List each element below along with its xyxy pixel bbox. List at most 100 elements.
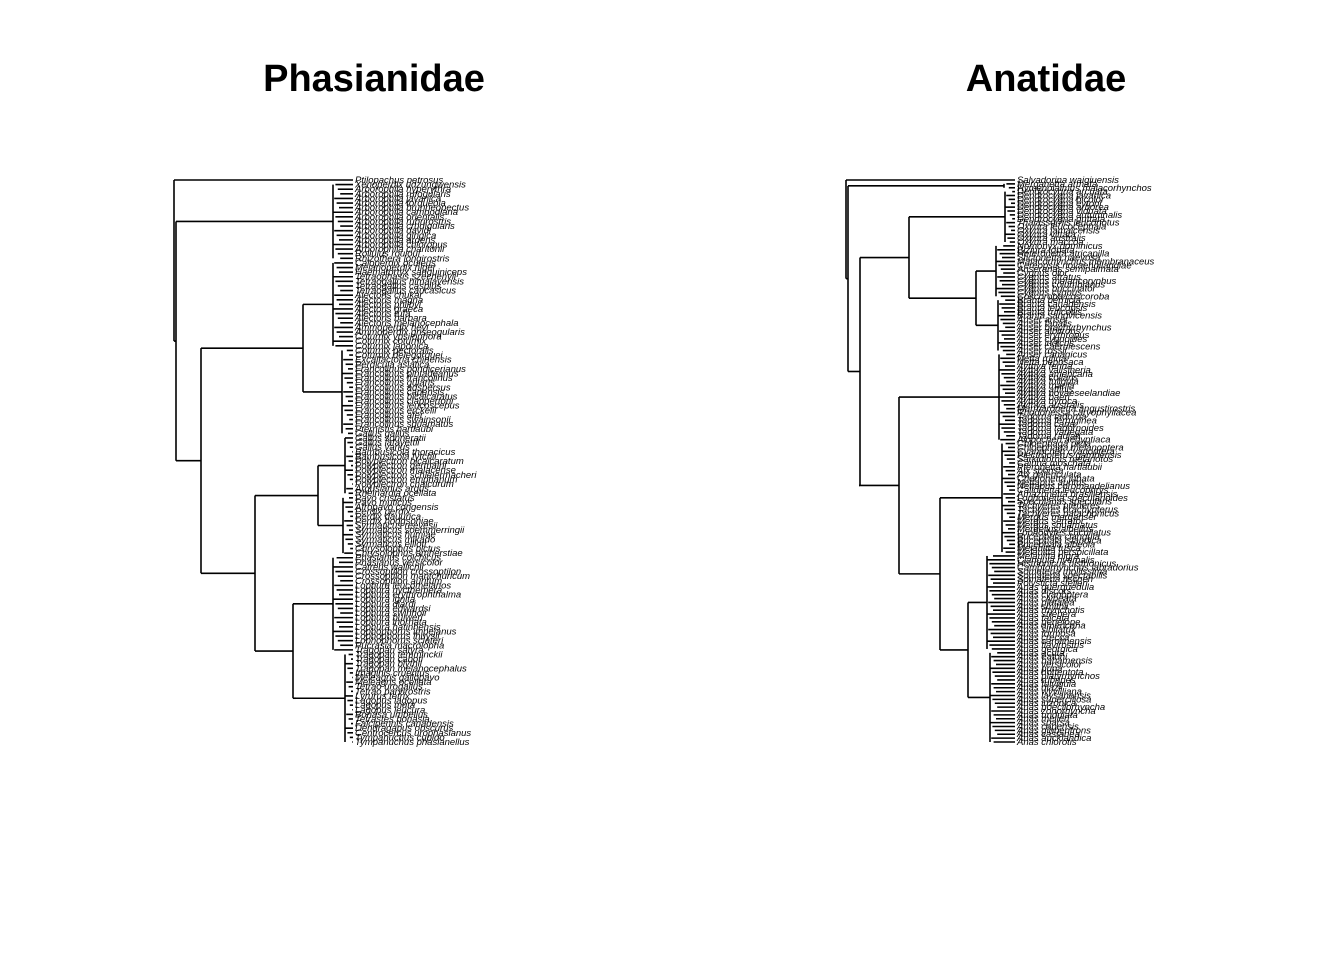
tip-label: Francolinus bicalcaratus bbox=[355, 392, 458, 403]
tip-label: Caloperdix oculeus bbox=[355, 258, 436, 269]
tip-label: Aythya baeri bbox=[1016, 392, 1071, 403]
tip-label: Syrmaticus mikado bbox=[355, 534, 435, 545]
tip-label: Lophura bulweri bbox=[355, 613, 423, 624]
tip-label: Sarkidiornis melanotos bbox=[1017, 454, 1113, 465]
tip-label: Rhodonessa caryophyllacea bbox=[1017, 408, 1136, 419]
tip-label: Anas aucklandica bbox=[1016, 733, 1091, 744]
tip-label: Lyrurus tetrix bbox=[355, 691, 411, 702]
tip-label: Anser canagicus bbox=[1016, 349, 1087, 360]
tip-label: Aythya australis bbox=[1016, 400, 1084, 411]
tip-label: Arborophila rufogularis bbox=[354, 189, 451, 200]
panel-title: Anatidae bbox=[965, 58, 1127, 100]
tip-label: Polyplectron bicalcaratum bbox=[355, 456, 464, 467]
tip-label: Anas wyvilliana bbox=[1016, 687, 1082, 698]
tip-label: Francolinus afer bbox=[355, 410, 424, 421]
tip-label: Camptorhynchus labradorius bbox=[1017, 563, 1139, 574]
tip-label: Dendrocygna autumnalis bbox=[1017, 210, 1122, 221]
tip-label: Lophonetta specularioides bbox=[1017, 493, 1128, 504]
tip-label: Ammoperdix heyi bbox=[354, 322, 429, 333]
tip-label: Alectoris magna bbox=[354, 295, 423, 306]
tip-label: Branta ruficollis bbox=[1017, 307, 1082, 318]
tip-label: Francolinus erckelii bbox=[355, 405, 437, 416]
tip-label: Catreus wallichii bbox=[355, 562, 425, 573]
tip-label: Anas luzonica bbox=[1016, 698, 1076, 709]
tip-label: Anser albifrons bbox=[1016, 326, 1081, 337]
tip-label: Alectoris philbyi bbox=[354, 299, 422, 310]
tip-label: Chrysolophus amherstiae bbox=[355, 548, 463, 559]
tip-label: Ammoperdix griseogularis bbox=[354, 327, 465, 338]
tip-label: Meleagris ocellata bbox=[355, 677, 432, 688]
tip-label: Netta peposaca bbox=[1017, 357, 1084, 368]
tip-label: Anser brachyrhynchus bbox=[1016, 322, 1112, 333]
tip-label: Hymenolaimus malacorhynchos bbox=[1017, 183, 1152, 194]
tip-label: Somateria mollissima bbox=[1017, 566, 1107, 577]
tip-label: Lophura hatinhensis bbox=[355, 622, 441, 633]
tip-label: Rheinardia ocellata bbox=[355, 488, 436, 499]
tip-label: Cygnus buccinator bbox=[1017, 284, 1097, 295]
tip-label: Anas falcata bbox=[1016, 613, 1069, 624]
tip-label: Argusianus argus bbox=[354, 484, 429, 495]
tip-label: Melanoperdix niger bbox=[355, 263, 437, 274]
tip-label: Pternistis hartlaubi bbox=[355, 424, 434, 435]
tip-label: Alopochen aegyptiaca bbox=[1016, 435, 1111, 446]
tip-label: Dendrocygna guttata bbox=[1017, 214, 1105, 225]
tip-label: Perdix perdix bbox=[355, 507, 412, 518]
tip-label: Polyplectron germaini bbox=[355, 461, 447, 472]
tip-label: Tragopan satyra bbox=[355, 645, 423, 656]
tip-label: Somateria fischeri bbox=[1017, 574, 1094, 585]
tip-label: Anas penelope bbox=[1016, 617, 1080, 628]
tip-label: Biziura lobata bbox=[1017, 245, 1075, 256]
tip-label: Callonetta leucophrys bbox=[1017, 485, 1109, 496]
tip-label: Anser rossii bbox=[1016, 346, 1068, 357]
tip-label: Branta leucopsis bbox=[1017, 303, 1087, 314]
tip-label: Arborophila ardens bbox=[354, 235, 436, 246]
tip-label: Tadorna ferruginea bbox=[1017, 415, 1097, 426]
tip-label: Cygnus cygnus bbox=[1017, 287, 1082, 298]
tip-label: Polyplectron chalcurum bbox=[355, 479, 454, 490]
tip-label: Bonasa umbellus bbox=[355, 709, 428, 720]
tip-label: Francolinus pintadeanus bbox=[355, 368, 459, 379]
tip-label: Aythya affinis bbox=[1016, 384, 1074, 395]
tip-label: Lophura ignita bbox=[355, 594, 415, 605]
tip-label: Tetrao parvirostris bbox=[355, 686, 431, 697]
tip-label: Francolinus squamatus bbox=[355, 419, 453, 430]
tip-label: Gallus gallus bbox=[355, 428, 410, 439]
tip-label: Aythya americana bbox=[1016, 369, 1093, 380]
tip-label: Anas sparsa bbox=[1016, 718, 1070, 729]
tip-label: Clangula hyemalis bbox=[1017, 555, 1095, 566]
tip-label: Netta rufina bbox=[1017, 353, 1066, 364]
tip-label: Aythya collaris bbox=[1016, 373, 1078, 384]
tip-label: Arborophila hyperythra bbox=[354, 184, 451, 195]
tip-label: Histrionicus histrionicus bbox=[1017, 559, 1117, 570]
tip-label: Branta sandvicensis bbox=[1017, 311, 1102, 322]
tip-label: Francolinus clappertoni bbox=[355, 396, 454, 407]
tip-label: Lophura inornata bbox=[355, 617, 427, 628]
tip-label: Aythya valisineria bbox=[1016, 365, 1091, 376]
tip-label: Anser fabalis bbox=[1016, 318, 1072, 329]
tip-label: Arborophila cambodiana bbox=[354, 207, 458, 218]
tip-label: Anas poecilorhyncha bbox=[1016, 702, 1105, 713]
tip-label: Melanitta fusca bbox=[1017, 543, 1081, 554]
tip-label: Aythya ferina bbox=[1016, 361, 1072, 372]
tip-label: Anas superciliosa bbox=[1016, 694, 1091, 705]
tip-label: Arborophila rubrirostris bbox=[354, 216, 451, 227]
tip-label: Heteronetta atricapilla bbox=[1017, 249, 1109, 260]
tip-label: Anser cygnoides bbox=[1016, 334, 1087, 345]
tip-label: Xenoperdix udzungwensis bbox=[354, 180, 466, 191]
tip-label: Coturnix japonica bbox=[355, 341, 428, 352]
tip-label: Syrmaticus soemmerringii bbox=[355, 525, 465, 536]
tip-label: Anas undulata bbox=[1016, 710, 1078, 721]
tip-label: Chloephaga picta bbox=[1017, 439, 1091, 450]
tip-label: Tragopan melanocephalus bbox=[355, 663, 467, 674]
tip-label: Anas versicolor bbox=[1016, 659, 1083, 670]
tip-label: Lophophorus lhuysii bbox=[355, 631, 440, 642]
tip-label: Anas georgica bbox=[1016, 644, 1078, 655]
tip-label: Coturnix ypsilophora bbox=[355, 332, 442, 343]
tip-label: Anas melleri bbox=[1016, 714, 1070, 725]
tip-label: Alectoris barbara bbox=[354, 313, 427, 324]
tip-label: Nettapus auritus bbox=[1017, 477, 1086, 488]
tip-label: Gallus lafayettii bbox=[355, 438, 420, 449]
tip-label: Oxyura vittata bbox=[1017, 229, 1076, 240]
tip-label: Anas chlorotis bbox=[1016, 737, 1077, 748]
tip-label: Polyplectron schleiermacheri bbox=[355, 470, 477, 481]
